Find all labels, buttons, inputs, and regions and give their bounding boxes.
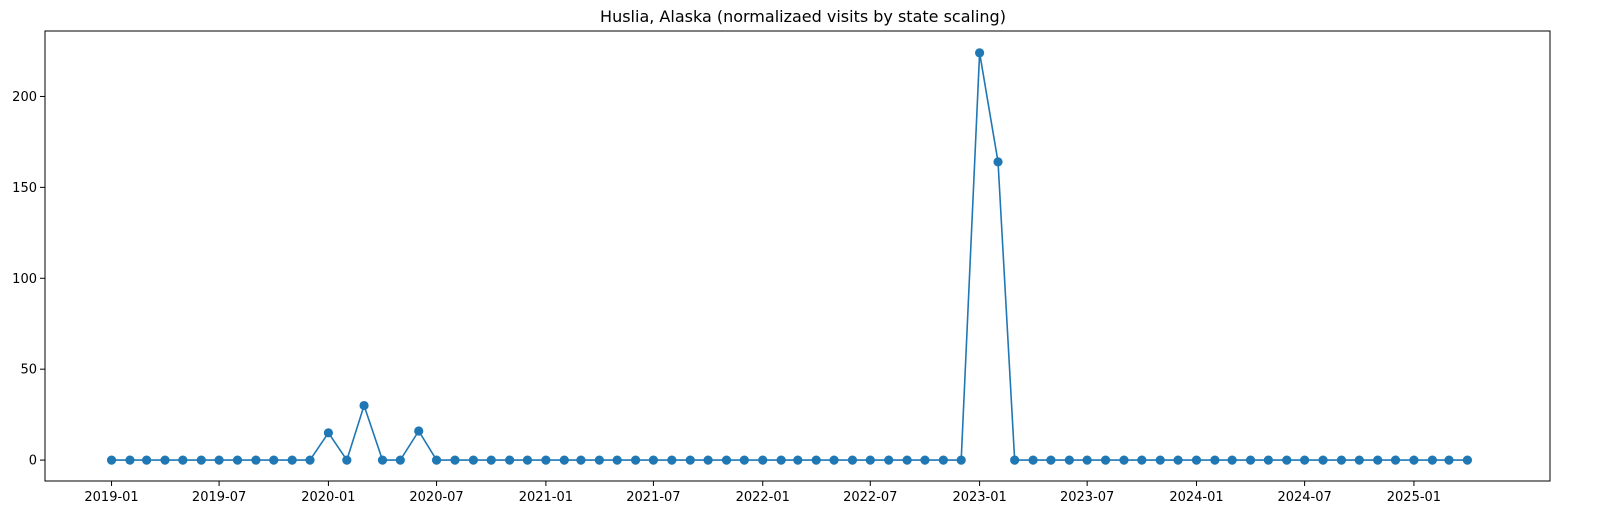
data-point (648, 455, 659, 465)
data-point (1409, 455, 1419, 465)
data-point (431, 455, 442, 465)
data-point (196, 455, 206, 465)
x-tick-label: 2021-01 (519, 490, 573, 505)
data-point (1336, 455, 1347, 465)
plot-area: 2019-01 2019-07 2020-01 2020-07 2021-01 2021-… (12, 30, 1551, 505)
data-point (829, 455, 839, 465)
data-point (1354, 455, 1364, 465)
data-point (541, 455, 551, 465)
data-point (1462, 455, 1473, 465)
data-point (685, 455, 695, 465)
data-point (1119, 455, 1129, 465)
data-point (758, 455, 768, 465)
data-point (1028, 455, 1038, 465)
data-point (251, 455, 261, 465)
data-point (1318, 455, 1328, 465)
data-point (1427, 455, 1437, 465)
data-point (1082, 455, 1092, 465)
data-point (1300, 455, 1310, 465)
data-point (1173, 455, 1183, 465)
y-tick-label: 150 (12, 181, 37, 196)
data-point (739, 455, 749, 465)
y-tick-label: 0 (29, 454, 37, 469)
x-tick-label: 2022-01 (736, 490, 790, 505)
data-point (612, 455, 622, 465)
data-point (1155, 455, 1165, 465)
data-point (975, 48, 985, 58)
x-tick-label: 2025-01 (1387, 490, 1441, 505)
data-point (125, 455, 135, 465)
x-tick-label: 2024-07 (1277, 490, 1331, 505)
data-point (214, 455, 224, 465)
data-point (522, 455, 533, 465)
data-point (1373, 455, 1383, 465)
x-tick-label: 2023-01 (952, 490, 1006, 505)
data-point (269, 455, 279, 465)
x-tick-label: 2019-01 (84, 490, 138, 505)
data-point (1227, 455, 1237, 465)
data-point (505, 455, 515, 465)
data-point (305, 455, 315, 465)
series-line (111, 52, 1468, 461)
chart-title: Huslia, Alaska (normalizaed visits by st… (600, 7, 1006, 26)
data-point (559, 455, 569, 465)
x-tick-label: 2021-07 (626, 490, 680, 505)
data-point (1390, 455, 1401, 465)
data-point (703, 455, 713, 465)
data-point (342, 455, 352, 465)
data-point (920, 455, 930, 465)
x-tick-label: 2020-01 (301, 490, 355, 505)
data-point (630, 455, 641, 465)
y-tick-label: 200 (12, 90, 37, 105)
data-point (793, 455, 803, 465)
data-point (576, 455, 586, 465)
data-point (1282, 455, 1292, 465)
data-point (1245, 455, 1256, 465)
x-tick-label: 2019-07 (192, 490, 246, 505)
axes-frame (44, 30, 1551, 482)
x-tick-label: 2024-01 (1169, 490, 1223, 505)
data-point (1100, 455, 1111, 465)
data-point (1191, 455, 1202, 465)
data-point (287, 455, 297, 465)
data-point (1263, 455, 1273, 465)
y-tick-label: 50 (20, 363, 37, 378)
data-point (414, 426, 424, 436)
data-point (1010, 455, 1020, 465)
data-point (486, 455, 496, 465)
data-point (1064, 455, 1074, 465)
data-point (1210, 455, 1220, 465)
data-point (776, 455, 786, 465)
data-point (811, 455, 821, 465)
data-point (993, 157, 1003, 167)
data-point (884, 455, 894, 465)
data-point (902, 455, 912, 465)
data-point (160, 455, 170, 465)
data-point (323, 428, 334, 438)
data-point (721, 455, 732, 465)
data-point (1046, 455, 1056, 465)
data-point (395, 455, 405, 465)
data-point (847, 455, 858, 465)
x-tick-label: 2020-07 (409, 490, 463, 505)
data-point (359, 400, 369, 411)
data-point (232, 455, 243, 465)
data-point (667, 455, 677, 465)
x-tick-label: 2022-07 (843, 490, 897, 505)
data-point (594, 455, 604, 465)
data-point (377, 455, 388, 465)
data-point (142, 455, 152, 465)
data-point (865, 455, 875, 465)
x-tick-label: 2023-07 (1060, 490, 1114, 505)
data-point (938, 455, 948, 465)
data-point (106, 455, 117, 465)
y-tick-label: 100 (12, 272, 37, 287)
data-point (956, 455, 966, 465)
data-point (1444, 455, 1454, 465)
data-point (468, 455, 478, 465)
data-point (178, 455, 188, 465)
data-point (1137, 455, 1147, 465)
data-point (450, 455, 460, 465)
